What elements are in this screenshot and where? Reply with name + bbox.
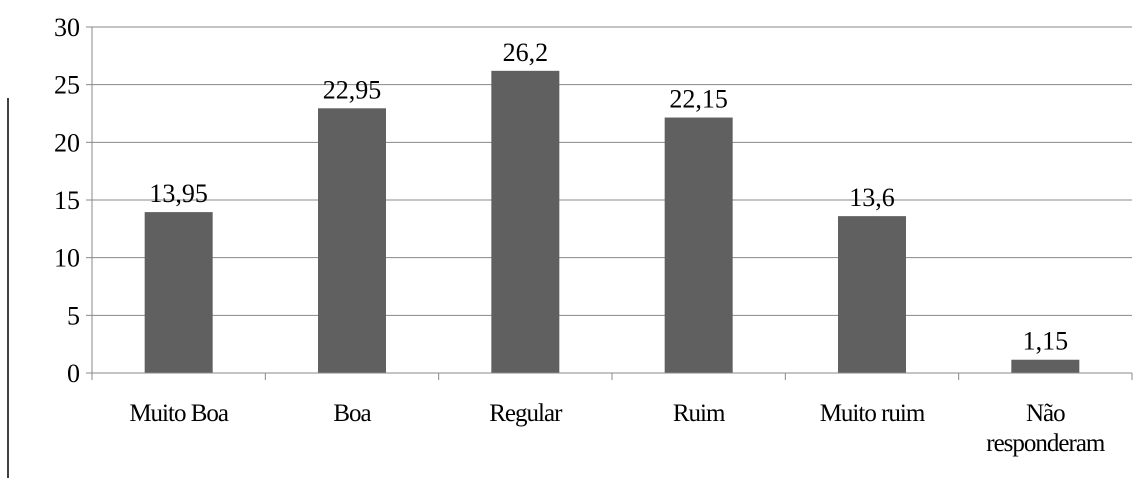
x-tick-label: Regular bbox=[489, 400, 563, 427]
data-label: 22,15 bbox=[669, 85, 728, 114]
bar bbox=[1011, 359, 1080, 373]
bar bbox=[491, 70, 560, 374]
x-tick-label: Ruim bbox=[673, 400, 726, 427]
data-label: 26,2 bbox=[503, 38, 549, 67]
y-tick-label: 15 bbox=[54, 186, 80, 215]
bar bbox=[838, 216, 906, 373]
x-tick-label: Não bbox=[1026, 400, 1065, 427]
y-tick-label: 0 bbox=[67, 359, 80, 388]
y-tick-label: 20 bbox=[54, 128, 80, 157]
data-label: 13,95 bbox=[149, 179, 208, 208]
bars bbox=[144, 70, 1080, 374]
y-tick-label: 5 bbox=[67, 301, 80, 330]
y-tick-label: 30 bbox=[54, 13, 80, 42]
gridlines bbox=[92, 26, 1132, 316]
y-tick-label: 10 bbox=[54, 244, 80, 273]
y-tick-label: 25 bbox=[54, 71, 80, 100]
data-label: 22,95 bbox=[323, 75, 382, 104]
data-labels: 13,95 22,95 26,2 22,15 13,6 1,15 bbox=[149, 38, 1068, 356]
x-axis: Muito Boa Boa Regular Ruim Muito ruim Não resp… bbox=[91, 372, 1133, 457]
bar bbox=[318, 108, 386, 373]
x-tick-label: Boa bbox=[333, 400, 371, 427]
data-label: 1,15 bbox=[1023, 327, 1069, 356]
y-axis-ticks: 0 5 10 15 20 25 30 bbox=[54, 13, 93, 388]
bar bbox=[664, 117, 733, 373]
x-tick-label: Muito ruim bbox=[820, 400, 926, 427]
bar bbox=[144, 212, 213, 373]
x-tick-label: responderam bbox=[986, 430, 1106, 457]
data-label: 13,6 bbox=[849, 183, 895, 212]
x-tick-label: Muito Boa bbox=[129, 400, 229, 427]
